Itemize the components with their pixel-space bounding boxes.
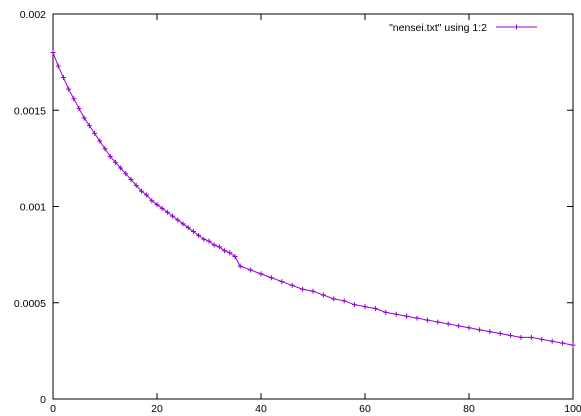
data-point <box>185 225 191 231</box>
series-layer <box>50 50 576 348</box>
data-point <box>341 298 347 304</box>
data-point <box>123 171 129 177</box>
data-point <box>50 50 56 55</box>
data-point <box>331 296 337 302</box>
legend-marker <box>514 24 519 30</box>
data-point <box>435 319 441 325</box>
data-point <box>144 192 150 198</box>
data-point <box>466 325 472 331</box>
data-point <box>180 221 186 227</box>
data-point <box>227 250 233 256</box>
data-point <box>320 292 326 298</box>
x-tick-label: 20 <box>151 403 163 415</box>
data-point <box>570 342 576 348</box>
y-tick-label: 0 <box>40 394 46 406</box>
data-point <box>118 165 124 171</box>
data-point <box>279 279 285 285</box>
data-point <box>216 244 222 250</box>
data-point <box>549 338 555 344</box>
data-point <box>60 75 66 81</box>
axis-ticks <box>52 13 574 400</box>
data-point <box>196 232 202 238</box>
data-point <box>424 317 430 323</box>
data-point <box>66 86 72 92</box>
data-point <box>201 236 207 242</box>
data-point <box>528 334 534 340</box>
data-point <box>497 331 503 337</box>
data-point <box>190 229 196 235</box>
y-tick-label: 0.002 <box>20 9 46 21</box>
x-tick-label: 80 <box>463 403 475 415</box>
y-tick-label: 0.0015 <box>14 105 46 117</box>
data-point <box>268 275 274 281</box>
data-point <box>102 146 108 152</box>
y-tick-label: 0.001 <box>20 202 46 214</box>
y-tick-label: 0.0005 <box>14 298 46 310</box>
data-point <box>539 336 545 342</box>
data-point <box>133 182 139 188</box>
data-point <box>289 282 295 288</box>
data-point <box>86 123 92 129</box>
data-point <box>206 238 212 244</box>
data-point <box>560 340 566 346</box>
data-point <box>487 329 493 335</box>
data-point <box>445 321 451 327</box>
data-point <box>518 334 524 340</box>
data-point <box>310 288 316 294</box>
data-point <box>248 267 254 273</box>
data-point <box>107 153 113 159</box>
data-point <box>352 302 358 308</box>
data-point <box>393 311 399 317</box>
data-point <box>81 115 87 121</box>
data-point <box>211 242 217 248</box>
data-point <box>372 306 378 312</box>
data-point <box>138 188 144 194</box>
data-point <box>97 138 103 144</box>
data-point <box>128 177 134 183</box>
data-point <box>76 105 82 111</box>
data-point <box>456 323 462 329</box>
x-tick-label: 60 <box>359 403 371 415</box>
data-point <box>222 248 228 254</box>
x-tick-label: 40 <box>255 403 267 415</box>
data-point <box>404 313 410 319</box>
x-tick-label: 100 <box>564 403 581 415</box>
plot-frame <box>52 13 574 400</box>
data-point <box>258 271 264 277</box>
data-point <box>154 202 160 208</box>
data-point <box>149 198 155 204</box>
data-point <box>237 263 243 269</box>
data-point <box>232 254 238 260</box>
legend-label: "nensei.txt" using 1:2 <box>389 22 487 34</box>
axis-tick-labels: 0 20 40 60 80 100 0 0.0005 0.001 0.0015 0.002 <box>14 9 581 415</box>
data-point <box>300 286 306 292</box>
data-point <box>508 332 514 338</box>
data-point <box>159 205 165 211</box>
data-point <box>414 315 420 321</box>
data-point <box>164 209 170 215</box>
data-point <box>92 130 98 136</box>
data-point <box>112 159 118 165</box>
legend-marker-plus <box>514 24 519 30</box>
data-point <box>362 304 368 310</box>
series-line <box>52 52 574 346</box>
data-point <box>71 96 77 102</box>
data-point <box>170 213 176 219</box>
data-point <box>55 63 61 69</box>
data-point <box>476 327 482 333</box>
legend: "nensei.txt" using 1:2 <box>389 22 537 34</box>
data-point <box>383 309 389 315</box>
x-tick-label: 0 <box>50 403 56 415</box>
data-point <box>175 217 181 223</box>
